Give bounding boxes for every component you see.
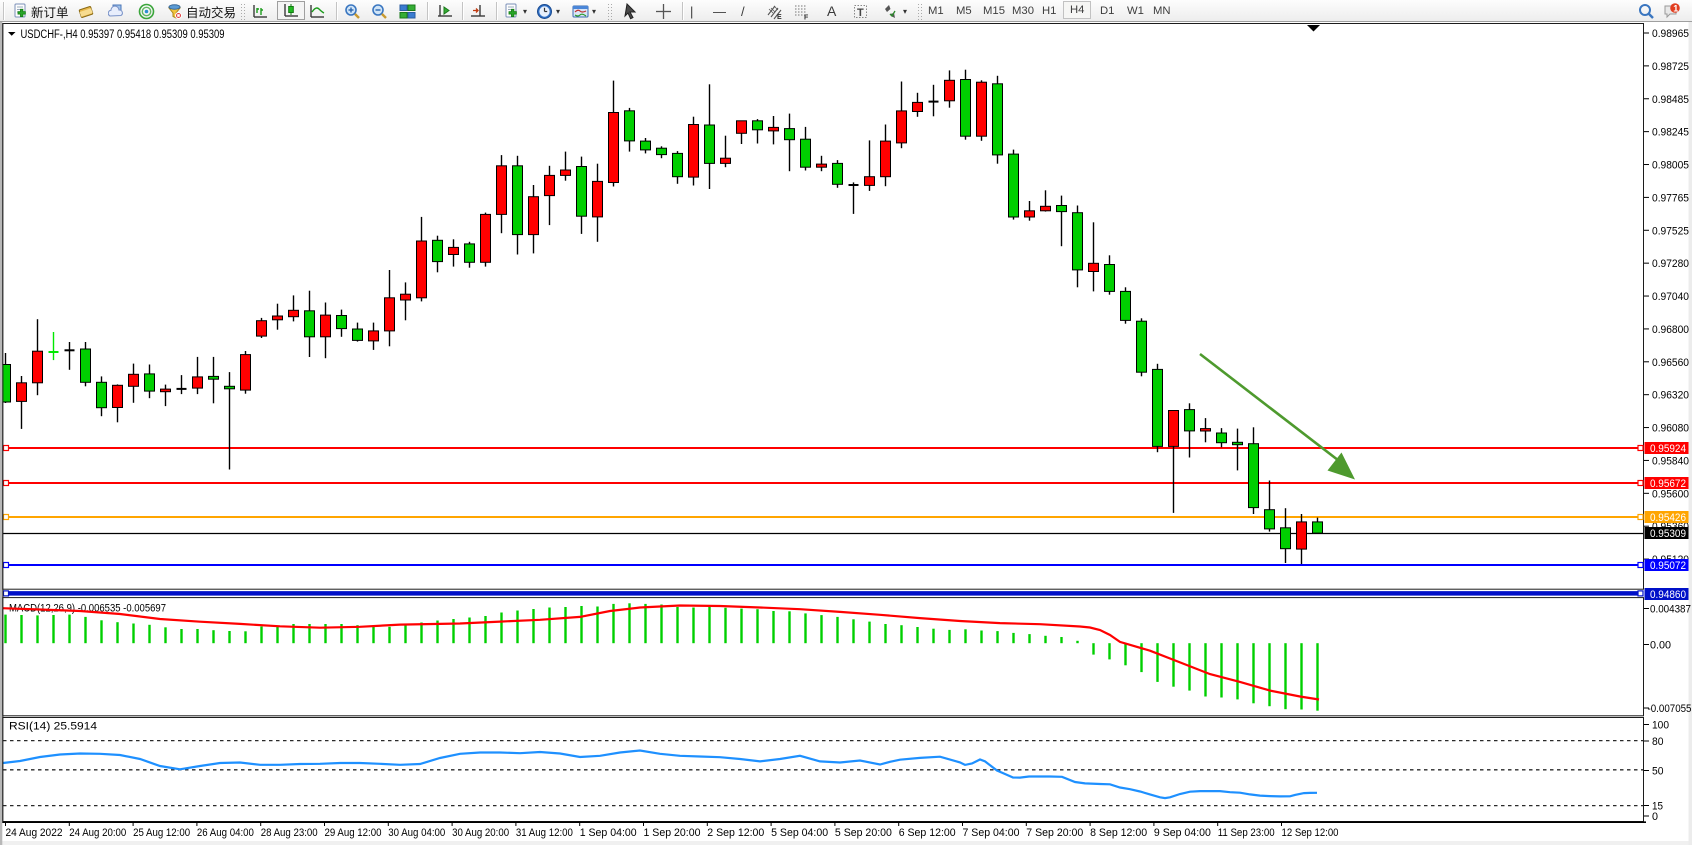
svg-text:11 Sep 23:00: 11 Sep 23:00: [1218, 827, 1275, 839]
svg-text:0.98005: 0.98005: [1652, 160, 1689, 172]
svg-text:5 Sep 04:00: 5 Sep 04:00: [771, 827, 828, 839]
svg-text:30 Aug 04:00: 30 Aug 04:00: [388, 827, 445, 839]
svg-text:0.96560: 0.96560: [1652, 357, 1689, 369]
svg-text:80: 80: [1652, 736, 1664, 748]
svg-text:0.98725: 0.98725: [1652, 61, 1689, 73]
svg-text:F: F: [804, 14, 809, 20]
svg-text:31 Aug 12:00: 31 Aug 12:00: [516, 827, 573, 839]
svg-text:0.97280: 0.97280: [1652, 258, 1689, 270]
svg-text:1 Sep 04:00: 1 Sep 04:00: [580, 827, 637, 839]
svg-text:0.98965: 0.98965: [1652, 28, 1689, 40]
svg-text:0.00: 0.00: [1650, 640, 1671, 652]
svg-text:0.95426: 0.95426: [1650, 512, 1686, 524]
svg-text:50: 50: [1652, 766, 1664, 778]
svg-text:100: 100: [1652, 720, 1669, 732]
svg-text:0.98485: 0.98485: [1652, 94, 1689, 106]
svg-text:0.95309: 0.95309: [1650, 528, 1686, 540]
svg-text:0.95924: 0.95924: [1650, 443, 1686, 455]
svg-text:USDCHF-,H4 0.95397 0.95418 0.: USDCHF-,H4 0.95397 0.95418 0.95309 0.953…: [21, 29, 225, 41]
svg-text:24 Aug 2022: 24 Aug 2022: [6, 827, 63, 839]
svg-text:0.004387: 0.004387: [1650, 604, 1691, 616]
svg-text:5 Sep 20:00: 5 Sep 20:00: [835, 827, 892, 839]
svg-text:8 Sep 12:00: 8 Sep 12:00: [1090, 827, 1147, 839]
svg-text:0.97765: 0.97765: [1652, 192, 1689, 204]
svg-text:7 Sep 04:00: 7 Sep 04:00: [963, 827, 1020, 839]
svg-text:1: 1: [1673, 3, 1678, 13]
svg-text:2 Sep 12:00: 2 Sep 12:00: [707, 827, 764, 839]
svg-text:25 Aug 12:00: 25 Aug 12:00: [133, 827, 190, 839]
svg-text:-0.007055: -0.007055: [1648, 703, 1692, 715]
svg-text:0.97040: 0.97040: [1652, 291, 1689, 303]
svg-text:0.98245: 0.98245: [1652, 127, 1689, 139]
svg-text:9 Sep 04:00: 9 Sep 04:00: [1154, 827, 1211, 839]
svg-text:26 Aug 04:00: 26 Aug 04:00: [197, 827, 254, 839]
svg-text:0.95072: 0.95072: [1650, 560, 1686, 572]
svg-text:28 Aug 23:00: 28 Aug 23:00: [261, 827, 318, 839]
svg-text:T: T: [857, 7, 864, 19]
svg-text:6 Sep 12:00: 6 Sep 12:00: [899, 827, 956, 839]
svg-text:0.95840: 0.95840: [1652, 455, 1689, 467]
svg-text:29 Aug 12:00: 29 Aug 12:00: [325, 827, 382, 839]
svg-text:E: E: [777, 14, 782, 20]
svg-text:0.96320: 0.96320: [1652, 390, 1689, 402]
svg-text:7 Sep 20:00: 7 Sep 20:00: [1026, 827, 1083, 839]
svg-text:0.96080: 0.96080: [1652, 423, 1689, 435]
svg-text:RSI(14) 25.5914: RSI(14) 25.5914: [9, 721, 97, 733]
svg-text:1 Sep 20:00: 1 Sep 20:00: [644, 827, 701, 839]
svg-text:24 Aug 20:00: 24 Aug 20:00: [69, 827, 126, 839]
svg-text:0.94860: 0.94860: [1650, 589, 1686, 601]
svg-text:0.96800: 0.96800: [1652, 324, 1689, 336]
svg-text:0: 0: [1652, 811, 1658, 823]
svg-text:0.97525: 0.97525: [1652, 225, 1689, 237]
svg-text:12 Sep 12:00: 12 Sep 12:00: [1282, 827, 1339, 839]
svg-text:0.95672: 0.95672: [1650, 478, 1686, 490]
svg-text:30 Aug 20:00: 30 Aug 20:00: [452, 827, 509, 839]
